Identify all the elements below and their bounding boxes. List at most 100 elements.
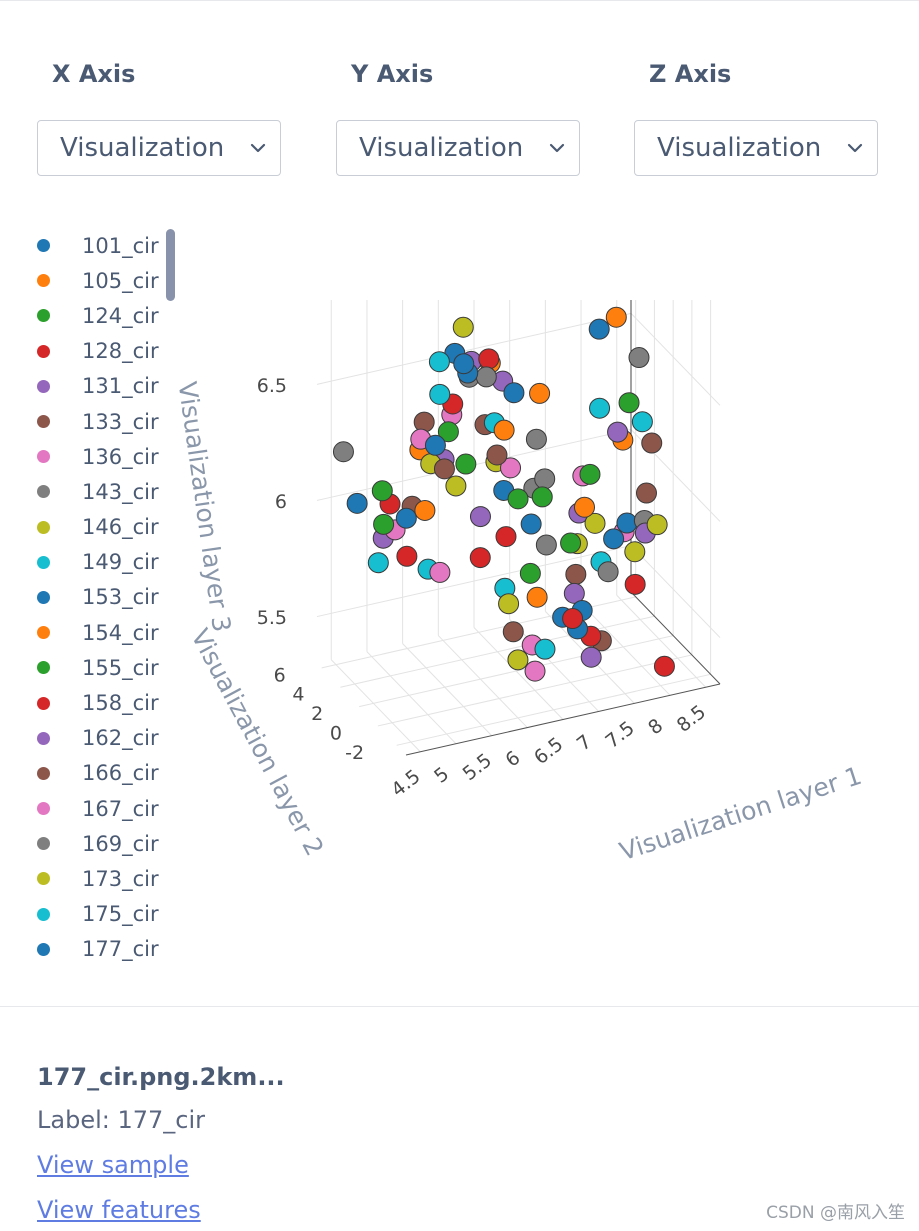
legend-item[interactable]: 128_cir [30,334,180,369]
data-point[interactable] [433,458,455,480]
data-point[interactable] [346,492,368,514]
legend-item[interactable]: 124_cir [30,298,180,333]
data-point[interactable] [641,432,663,454]
data-point[interactable] [616,512,638,534]
legend-item[interactable]: 177_cir [30,932,180,967]
legend-item[interactable]: 143_cir [30,474,180,509]
z-axis-select[interactable]: Visualization layer 3 [634,120,878,176]
legend-item[interactable]: 149_cir [30,545,180,580]
data-point[interactable] [535,534,557,556]
data-point[interactable] [498,593,520,615]
data-point[interactable] [597,561,619,583]
data-point[interactable] [469,506,491,528]
view-features-link[interactable]: View features [37,1196,201,1224]
data-point[interactable] [486,444,508,466]
data-point[interactable] [529,382,551,404]
data-point[interactable] [453,353,475,375]
data-point[interactable] [565,563,587,585]
data-point[interactable] [332,441,354,463]
data-point[interactable] [524,660,546,682]
data-point[interactable] [628,347,650,369]
legend-label: 133_cir [82,409,159,434]
data-point[interactable] [580,646,602,668]
legend-label: 105_cir [82,268,159,293]
data-point[interactable] [525,428,547,450]
legend-scrollbar[interactable] [166,229,175,301]
data-point[interactable] [455,453,477,475]
data-point[interactable] [624,573,646,595]
data-point[interactable] [475,366,497,388]
data-point[interactable] [373,513,395,535]
data-point[interactable] [507,649,529,671]
legend-label: 146_cir [82,515,159,540]
legend-item[interactable]: 136_cir [30,439,180,474]
data-point[interactable] [452,316,474,338]
data-point[interactable] [563,582,585,604]
data-point[interactable] [560,532,582,554]
legend-item[interactable]: 167_cir [30,791,180,826]
legend-item[interactable]: 173_cir [30,861,180,896]
data-point[interactable] [534,468,556,490]
legend-item[interactable]: 155_cir [30,650,180,685]
data-point[interactable] [531,486,553,508]
data-point[interactable] [589,397,611,419]
legend-item[interactable]: 162_cir [30,721,180,756]
data-point[interactable] [520,513,542,535]
data-point[interactable] [519,562,541,584]
x-axis-select[interactable]: Visualization layer 1 [37,120,281,176]
y-axis-select[interactable]: Visualization layer 2 [336,120,580,176]
data-point[interactable] [635,482,657,504]
legend-item[interactable]: 133_cir [30,404,180,439]
data-point[interactable] [367,552,389,574]
data-point[interactable] [371,480,393,502]
legend-item[interactable]: 105_cir [30,263,180,298]
data-point[interactable] [534,638,556,660]
legend-item[interactable]: 166_cir [30,756,180,791]
data-point[interactable] [526,586,548,608]
data-point[interactable] [500,457,522,479]
data-point[interactable] [414,499,436,521]
legend-item[interactable]: 131_cir [30,369,180,404]
point-info-panel: 177_cir.png.2km... Label: 177_cir View s… [37,1058,737,1231]
data-point[interactable] [395,507,417,529]
legend-item[interactable]: 158_cir [30,685,180,720]
data-point[interactable] [428,351,450,373]
legend-item[interactable]: 101_cir [30,228,180,263]
data-point[interactable] [437,421,459,443]
data-point[interactable] [584,512,606,534]
x-axis-control: X Axis Visualization layer 1 [37,56,281,176]
data-point[interactable] [607,421,629,443]
data-point[interactable] [579,463,601,485]
data-point[interactable] [605,306,627,328]
data-point[interactable] [507,488,529,510]
data-point[interactable] [493,419,515,441]
view-sample-link[interactable]: View sample [37,1151,189,1179]
data-point[interactable] [562,608,584,630]
plot-canvas[interactable]: 4.555.566.577.588.5-202465.566.57Visuali… [173,174,919,880]
data-point[interactable] [653,655,675,677]
legend-item[interactable]: 153_cir [30,580,180,615]
data-point[interactable] [469,547,491,569]
data-point[interactable] [646,514,668,536]
data-point[interactable] [603,528,625,550]
data-point[interactable] [502,621,524,643]
data-point[interactable] [396,545,418,567]
data-point[interactable] [573,496,595,518]
data-point[interactable] [631,411,653,433]
data-point[interactable] [429,561,451,583]
data-point[interactable] [478,348,500,370]
data-point[interactable] [495,526,517,548]
legend-item[interactable]: 146_cir [30,510,180,545]
data-point[interactable] [424,434,446,456]
legend-item[interactable]: 169_cir [30,826,180,861]
data-point[interactable] [413,411,435,433]
data-point[interactable] [445,475,467,497]
data-point[interactable] [588,318,610,340]
scatter-3d-plot[interactable]: 4.555.566.577.588.5-202465.566.57Visuali… [173,174,919,884]
legend-item[interactable]: 154_cir [30,615,180,650]
data-point[interactable] [429,383,451,405]
data-point[interactable] [618,392,640,414]
legend-item[interactable]: 175_cir [30,897,180,932]
data-point[interactable] [624,541,646,563]
data-point[interactable] [503,382,525,404]
